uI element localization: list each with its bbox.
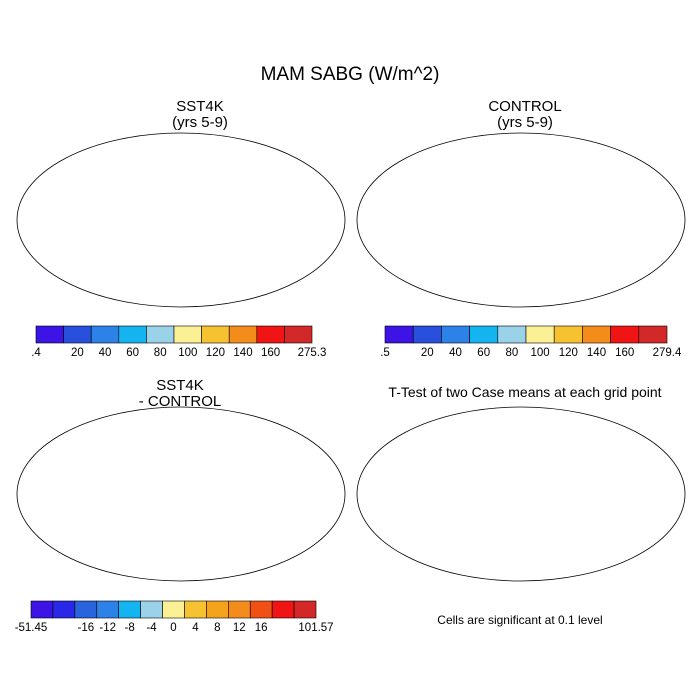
colorbar-swatch [610, 325, 640, 344]
colorbar-label: 20 [421, 347, 434, 359]
colorbar-label: 60 [126, 347, 139, 359]
main-title: MAM SABG (W/m^2) [260, 64, 440, 85]
colorbar-label: 40 [449, 347, 462, 359]
colorbar-swatch [35, 325, 64, 344]
colorbar-label: 279.4 [653, 347, 682, 359]
colorbar-label: 275.3 [298, 347, 327, 359]
colorbar-swatch [52, 600, 76, 619]
colorbar-swatch [553, 325, 583, 344]
colorbar-swatch [63, 325, 92, 344]
control-panel-title: CONTROL (yrs 5-9) [425, 99, 625, 131]
colorbar-label: .5 [380, 347, 390, 359]
diff-colorbar: -51.45 -16 -12 -8 -4 0 4 8 12 16 101.57 [15, 600, 334, 634]
diff-panel-title: SST4K - CONTROL [80, 378, 280, 410]
colorbar-label: 140 [587, 347, 606, 359]
colorbar-label: 12 [233, 622, 246, 634]
sst4k-panel-title: SST4K (yrs 5-9) [100, 99, 300, 131]
colorbar-label: 160 [261, 347, 280, 359]
colorbar-label: 80 [506, 347, 519, 359]
diff-map [16, 406, 346, 582]
colorbar-label: -51.45 [15, 622, 48, 634]
colorbar-swatch [140, 600, 163, 619]
colorbar-swatch [256, 325, 285, 344]
colorbar-swatch [96, 600, 119, 619]
colorbar-label: 100 [178, 347, 197, 359]
colorbar-swatch [469, 325, 499, 344]
colorbar-swatch [284, 325, 313, 344]
colorbar-swatch [118, 325, 147, 344]
colorbar-label: 160 [615, 347, 634, 359]
sst4k-title-line1: SST4K [176, 98, 224, 115]
colorbar-label: 4 [192, 622, 199, 634]
colorbar-swatch [249, 600, 273, 619]
colorbar-swatch [441, 325, 470, 344]
colorbar-label: 40 [99, 347, 112, 359]
colorbar-swatch [146, 325, 175, 344]
control-title-line2: (yrs 5-9) [497, 114, 553, 131]
colorbar-swatch [118, 600, 141, 619]
colorbar-label: 60 [477, 347, 490, 359]
colorbar-swatch [74, 600, 98, 619]
colorbar-swatch [384, 325, 414, 344]
sst4k-colorbar: .4 20 40 60 80 100 120 140 160 275.3 [31, 325, 327, 359]
colorbar-label: 0 [170, 622, 176, 634]
colorbar-label: 8 [214, 622, 220, 634]
colorbar-swatch [162, 600, 185, 619]
colorbar-swatch [497, 325, 527, 344]
colorbar-swatch [525, 325, 555, 344]
colorbar-swatch [412, 325, 442, 344]
colorbar-label: .4 [31, 347, 41, 359]
colorbar-label: 120 [559, 347, 578, 359]
colorbar-swatch [271, 600, 295, 619]
colorbar-swatch [206, 600, 229, 619]
sst4k-map [16, 132, 346, 308]
sst4k-title-line2: (yrs 5-9) [172, 114, 228, 131]
colorbar-label: -16 [77, 622, 94, 634]
colorbar-swatch [184, 600, 207, 619]
colorbar-label: 101.57 [298, 622, 333, 634]
colorbar-label: -4 [146, 622, 157, 634]
colorbar-label: -12 [99, 622, 116, 634]
ttest-map [356, 406, 686, 582]
diff-title-line1: SST4K [156, 377, 204, 394]
colorbar-swatch [638, 325, 668, 344]
colorbar-label: 100 [531, 347, 550, 359]
control-colorbar: .5 20 40 60 80 100 120 140 160 279.4 [380, 325, 682, 359]
colorbar-label: 80 [154, 347, 167, 359]
colorbar-swatch [228, 600, 251, 619]
colorbar-label: 16 [255, 622, 268, 634]
colorbar-label: -8 [125, 622, 135, 634]
colorbar-label: 120 [206, 347, 225, 359]
control-title-line1: CONTROL [488, 98, 562, 115]
colorbar-swatch [30, 600, 54, 619]
colorbar-swatch [582, 325, 611, 344]
colorbar-swatch [173, 325, 202, 344]
colorbar-label: 20 [71, 347, 84, 359]
colorbar-swatch [90, 325, 120, 344]
ttest-panel-title: T-Test of two Case means at each grid po… [388, 384, 662, 400]
significance-note: Cells are significant at 0.1 level [437, 613, 603, 627]
colorbar-swatch [228, 325, 258, 344]
colorbar-swatch [293, 600, 317, 619]
colorbar-label: 140 [233, 347, 252, 359]
colorbar-swatch [201, 325, 230, 344]
diff-title-line2: - CONTROL [138, 393, 222, 410]
control-map [356, 132, 686, 308]
